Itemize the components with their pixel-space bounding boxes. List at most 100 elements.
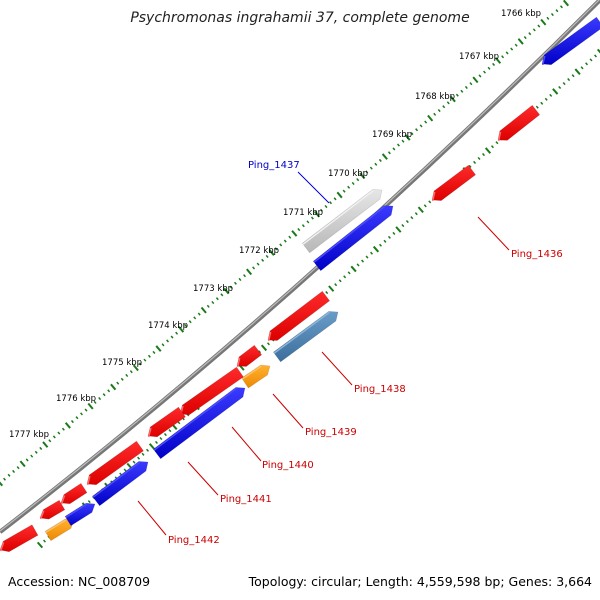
- gene-red-small1-shade: [39, 510, 45, 520]
- gene-red-long2-shade: [87, 475, 91, 486]
- gene-ping-1440-shade: [153, 387, 237, 451]
- minor-tick: [482, 152, 486, 157]
- kbp-label: 1777 kbp: [9, 430, 49, 440]
- gene-blue-small-shade: [65, 503, 88, 518]
- gene-ping-1438[interactable]: [273, 311, 339, 363]
- gene-ping-1437-shade: [302, 189, 374, 245]
- gene-ping-1436-shade: [432, 191, 436, 202]
- gene-red-long1[interactable]: [179, 366, 244, 416]
- gene-top-blue-shade: [542, 55, 546, 66]
- minor-tick: [120, 377, 124, 381]
- minor-tick: [343, 275, 347, 279]
- minor-tick: [555, 9, 559, 13]
- minor-tick: [571, 74, 575, 78]
- minor-tick: [505, 51, 509, 55]
- minor-tick: [410, 216, 414, 220]
- kbp-label: 1768 kbp: [415, 92, 455, 102]
- major-tick: [42, 441, 49, 448]
- minor-tick: [324, 204, 328, 209]
- minor-tick: [188, 320, 192, 324]
- minor-tick: [320, 208, 323, 212]
- minor-tick: [266, 342, 270, 346]
- minor-tick: [414, 212, 418, 216]
- label-ping-1442[interactable]: Ping_1442: [168, 535, 220, 546]
- minor-tick: [211, 300, 215, 305]
- minor-tick: [356, 263, 360, 267]
- minor-tick: [523, 36, 527, 40]
- leader-line: [477, 216, 510, 251]
- major-tick: [36, 541, 44, 549]
- major-tick: [132, 364, 139, 372]
- major-tick: [552, 88, 559, 95]
- major-tick: [449, 95, 456, 103]
- label-ping-1437[interactable]: Ping_1437: [248, 160, 300, 171]
- gene-blue-1441[interactable]: [91, 461, 149, 507]
- kbp-label: 1770 kbp: [328, 169, 368, 179]
- label-ping-1436[interactable]: Ping_1436: [511, 249, 563, 260]
- major-tick: [110, 383, 117, 391]
- gene-red-small2[interactable]: [60, 482, 88, 505]
- minor-tick: [306, 220, 310, 224]
- major-tick: [0, 481, 4, 487]
- minor-tick: [161, 343, 165, 347]
- gene-ping-1440[interactable]: [152, 387, 246, 460]
- minor-tick: [405, 220, 409, 224]
- gene-red-mid-shade: [237, 357, 241, 368]
- major-tick: [223, 287, 230, 295]
- minor-tick: [365, 255, 369, 259]
- minor-tick: [396, 143, 400, 147]
- minor-tick: [567, 78, 571, 82]
- label-ping-1438[interactable]: Ping_1438: [354, 384, 406, 395]
- gene-red-mid[interactable]: [236, 344, 263, 367]
- gene-red-small1[interactable]: [39, 499, 66, 520]
- genome-backbone-highlight: [0, 0, 600, 532]
- gene-red-long2[interactable]: [86, 440, 144, 486]
- minor-tick: [423, 204, 427, 208]
- minor-tick: [361, 259, 365, 263]
- gene-red-small2-shade: [60, 495, 66, 505]
- gene-red-short-shade: [148, 427, 152, 438]
- major-tick: [350, 265, 357, 273]
- label-ping-1440[interactable]: Ping_1440: [262, 460, 314, 471]
- major-tick: [155, 345, 162, 352]
- gene-ping-1438a[interactable]: [267, 290, 331, 341]
- gene-ping-1438-shade: [273, 311, 330, 354]
- minor-tick: [401, 223, 405, 228]
- minor-tick: [540, 101, 544, 105]
- major-tick: [562, 0, 570, 7]
- leader-line: [137, 500, 167, 536]
- minor-tick: [261, 258, 265, 262]
- minor-tick: [549, 93, 553, 97]
- kbp-label: 1772 kbp: [239, 246, 279, 256]
- gene-top-blue[interactable]: [541, 16, 600, 66]
- minor-tick: [163, 433, 167, 437]
- gene-ping-1436[interactable]: [431, 164, 477, 201]
- minor-tick: [410, 132, 414, 136]
- major-tick: [87, 402, 94, 410]
- minor-tick: [589, 58, 593, 62]
- gene-red-short[interactable]: [147, 406, 186, 438]
- label-ping-1439[interactable]: Ping_1439: [305, 427, 357, 438]
- gene-red-corner[interactable]: [0, 524, 39, 553]
- minor-tick: [446, 101, 450, 105]
- label-ping-1441[interactable]: Ping_1441: [220, 494, 272, 505]
- gene-ping-1437[interactable]: [301, 189, 383, 254]
- leader-line: [321, 351, 353, 386]
- gene-ping-1439[interactable]: [241, 364, 271, 389]
- minor-tick: [392, 231, 396, 235]
- minor-tick: [325, 291, 329, 295]
- kbp-label: 1776 kbp: [56, 394, 96, 404]
- minor-tick: [154, 440, 158, 445]
- gene-blue-small[interactable]: [64, 502, 96, 527]
- minor-tick: [473, 160, 477, 164]
- major-tick: [427, 114, 434, 122]
- minor-tick: [338, 279, 342, 283]
- gene-1437-blue[interactable]: [312, 205, 394, 272]
- minor-tick: [147, 354, 151, 358]
- minor-tick: [442, 105, 446, 109]
- minor-tick: [559, 5, 563, 9]
- minor-tick: [550, 12, 554, 17]
- minor-tick: [374, 162, 378, 166]
- gene-ping-1436a[interactable]: [497, 104, 541, 141]
